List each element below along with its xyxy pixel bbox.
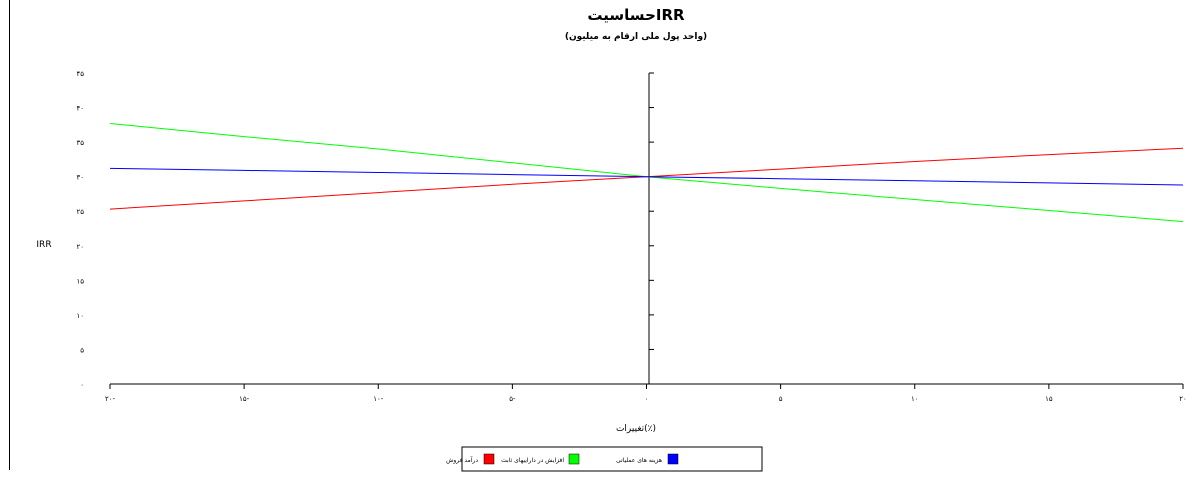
series-line — [109, 167, 1184, 186]
x-tick-label: ۵- — [509, 395, 516, 403]
x-ticks: ۲۰- ۱۵- ۱۰- ۵- ۰ ۵ ۱۰ ۱۵ ۲۰ — [105, 384, 1187, 403]
x-axis-label: تغییرات(٪) — [616, 424, 656, 434]
x-tick-label: ۰ — [645, 395, 649, 403]
y-ticks: ۰ ۵ ۱۰ ۱۵ ۲۰ ۲۵ ۳۰ ۳۵ ۴۰ ۴۵ — [76, 70, 654, 389]
legend-swatch — [568, 453, 580, 465]
left-border — [9, 0, 10, 470]
axes — [110, 73, 1183, 385]
legend-label: افزایش در داراییهای ثابت — [501, 457, 564, 464]
legend-swatch — [483, 453, 495, 465]
legend: درآمد فروش افزایش در داراییهای ثابت هزینه … — [446, 446, 763, 472]
legend-swatch — [667, 453, 679, 465]
x-tick-label: ۲۰- — [105, 395, 116, 403]
y-tick-label: ۵ — [80, 346, 84, 354]
y-tick-label: ۳۰ — [76, 174, 84, 182]
y-tick-label: ۲۰ — [76, 243, 84, 251]
x-tick-label: ۱۰- — [373, 395, 384, 403]
legend-box — [461, 446, 763, 472]
x-tick-label: ۱۵ — [1045, 395, 1053, 403]
chart-subtitle: (واحد پول ملی ارقام به میلیون) — [565, 32, 707, 42]
y-tick-label: ۰ — [80, 381, 84, 389]
chart-title: حساسیتIRR — [587, 6, 685, 24]
y-axis-label: IRR — [36, 240, 51, 250]
series-lines — [109, 123, 1184, 223]
series-line — [109, 123, 1184, 223]
legend-label: هزینه های عملیاتی — [616, 457, 662, 464]
x-tick-label: ۵ — [779, 395, 783, 403]
series-line — [109, 147, 1184, 210]
x-tick-label: ۲۰ — [1179, 395, 1187, 403]
y-tick-label: ۴۰ — [76, 105, 84, 113]
x-tick-label: ۱۰ — [911, 395, 919, 403]
y-tick-label: ۱۰ — [76, 312, 84, 320]
legend-label: درآمد فروش — [446, 455, 478, 464]
y-tick-label: ۱۵ — [76, 277, 84, 285]
y-tick-label: ۴۵ — [76, 70, 84, 78]
y-tick-label: ۲۵ — [76, 208, 84, 216]
x-tick-label: ۱۵- — [239, 395, 250, 403]
y-tick-label: ۳۵ — [76, 139, 84, 147]
